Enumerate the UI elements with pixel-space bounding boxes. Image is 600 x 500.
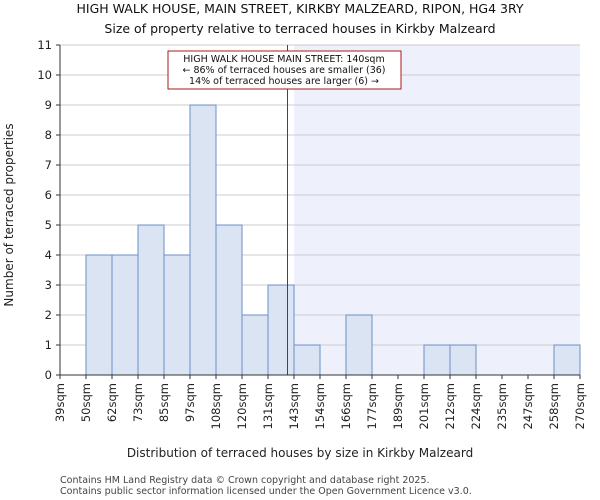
x-tick-label: 247sqm: [521, 383, 535, 429]
x-tick-label: 97sqm: [183, 383, 197, 422]
y-tick-label: 1: [45, 338, 52, 352]
footer-line-1: Contains HM Land Registry data © Crown c…: [60, 475, 430, 486]
bars: [85, 104, 581, 376]
chart-title: HIGH WALK HOUSE, MAIN STREET, KIRKBY MAL…: [76, 1, 523, 16]
y-tick-label: 9: [45, 98, 52, 112]
x-axis-label: Distribution of terraced houses by size …: [127, 446, 473, 460]
bar-131sqm: [267, 284, 295, 376]
bar-201sqm: [423, 344, 451, 376]
bar-166sqm: [345, 314, 373, 376]
x-tick-label: 73sqm: [131, 383, 145, 422]
bar-50sqm: [85, 254, 113, 376]
y-ticks: 0 1 2 3 4 5 6 7 8 9 10 11: [37, 38, 60, 382]
x-tick-label: 235sqm: [495, 383, 509, 429]
bar-212sqm: [449, 344, 477, 376]
footer-line-2: Contains public sector information licen…: [60, 486, 472, 497]
y-tick-label: 3: [45, 278, 52, 292]
annotation-line-1: HIGH WALK HOUSE MAIN STREET: 140sqm: [183, 54, 384, 65]
y-tick-label: 11: [37, 38, 52, 52]
x-tick-label: 50sqm: [79, 383, 93, 422]
x-tick-label: 189sqm: [391, 383, 405, 429]
bar-62sqm: [111, 254, 139, 376]
x-tick-label: 201sqm: [417, 383, 431, 429]
y-tick-label: 2: [45, 308, 52, 322]
y-tick-label: 5: [45, 218, 52, 232]
bar-85sqm: [163, 254, 191, 376]
y-tick-label: 6: [45, 188, 52, 202]
y-axis-label: Number of terraced properties: [2, 123, 16, 306]
bar-73sqm: [137, 224, 165, 376]
x-tick-label: 143sqm: [287, 383, 301, 429]
bar-258sqm: [553, 344, 581, 376]
x-tick-label: 166sqm: [339, 383, 353, 429]
x-tick-label: 270sqm: [573, 383, 587, 429]
x-tick-label: 154sqm: [313, 383, 327, 429]
bar-120sqm: [241, 314, 269, 376]
x-ticks: 39sqm 50sqm 62sqm 73sqm 85sqm 97sqm 108sqm 120s…: [53, 375, 587, 429]
y-tick-label: 10: [37, 68, 52, 82]
y-tick-label: 7: [45, 158, 52, 172]
chart-subtitle: Size of property relative to terraced ho…: [104, 21, 495, 36]
x-tick-label: 39sqm: [53, 383, 67, 422]
highlight-region: [294, 45, 580, 375]
x-tick-label: 85sqm: [157, 383, 171, 422]
bar-108sqm: [215, 224, 243, 376]
x-tick-label: 62sqm: [105, 383, 119, 422]
y-tick-label: 0: [45, 368, 52, 382]
x-tick-label: 108sqm: [209, 383, 223, 429]
y-tick-label: 8: [45, 128, 52, 142]
annotation-line-2: ← 86% of terraced houses are smaller (36…: [182, 65, 385, 76]
x-tick-label: 258sqm: [547, 383, 561, 429]
x-tick-label: 120sqm: [235, 383, 249, 429]
y-tick-label: 4: [45, 248, 52, 262]
x-tick-label: 131sqm: [261, 383, 275, 429]
annotation-box: HIGH WALK HOUSE MAIN STREET: 140sqm ← 86…: [167, 50, 402, 90]
x-tick-label: 177sqm: [365, 383, 379, 429]
x-tick-label: 224sqm: [469, 383, 483, 429]
bar-97sqm: [189, 104, 217, 376]
x-tick-label: 212sqm: [443, 383, 457, 429]
annotation-line-3: 14% of terraced houses are larger (6) →: [189, 76, 379, 87]
bar-143sqm: [293, 344, 321, 376]
annotation-border: [167, 50, 402, 90]
